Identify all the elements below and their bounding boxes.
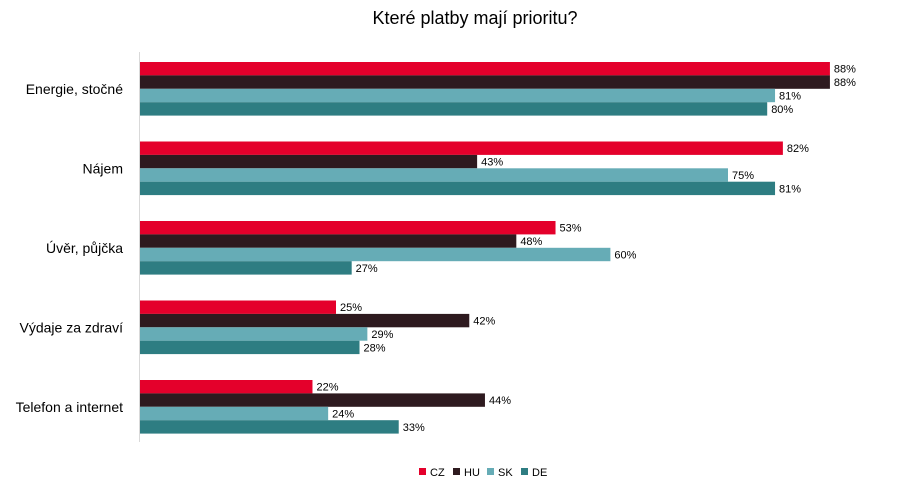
value-label-sk-najem: 75% (732, 170, 754, 182)
chart-title: Které platby mají prioritu? (372, 8, 577, 28)
value-label-hu-najem: 43% (481, 157, 503, 169)
value-label-sk-telefon-a-internet: 24% (332, 409, 354, 421)
bar-de-uver-pujcka (140, 261, 352, 275)
category-label-telefon-a-internet: Telefon a internet (16, 399, 124, 415)
legend-label-hu: HU (464, 467, 480, 479)
value-label-hu-telefon-a-internet: 44% (489, 395, 511, 407)
bar-hu-uver-pujcka (140, 234, 517, 248)
bars-group: 88%88%81%80%82%43%75%81%53%48%60%27%25%4… (140, 62, 856, 434)
bar-de-vydaje-za-zdravi (140, 340, 360, 355)
category-label-energie-stocne: Energie, stočné (26, 81, 123, 97)
legend-swatch-de (521, 468, 528, 475)
bar-sk-energie-stocne (140, 88, 776, 103)
bar-sk-najem (140, 168, 728, 182)
value-label-sk-energie-stocne: 81% (779, 91, 801, 103)
bar-hu-najem (140, 154, 478, 169)
bar-sk-vydaje-za-zdravi (140, 327, 368, 341)
bar-de-telefon-a-internet (140, 420, 399, 434)
value-label-de-energie-stocne: 80% (771, 104, 793, 116)
bar-de-najem (140, 181, 776, 196)
category-label-najem: Nájem (83, 160, 123, 176)
value-label-cz-vydaje-za-zdravi: 25% (340, 302, 362, 314)
category-label-vydaje-za-zdravi: Výdaje za zdraví (20, 319, 124, 335)
legend-label-sk: SK (498, 467, 513, 479)
bar-hu-energie-stocne (140, 75, 830, 89)
value-label-cz-najem: 82% (787, 143, 809, 155)
value-label-hu-energie-stocne: 88% (834, 77, 856, 89)
value-label-hu-uver-pujcka: 48% (520, 236, 542, 248)
bar-sk-uver-pujcka (140, 247, 611, 262)
bar-cz-uver-pujcka (140, 221, 556, 235)
value-label-cz-uver-pujcka: 53% (560, 223, 582, 235)
value-label-cz-telefon-a-internet: 22% (316, 382, 338, 394)
bar-hu-telefon-a-internet (140, 393, 485, 407)
bar-cz-najem (140, 141, 783, 155)
bar-cz-telefon-a-internet (140, 380, 313, 394)
legend-label-de: DE (532, 467, 547, 479)
legend-swatch-cz (419, 468, 426, 475)
bar-sk-telefon-a-internet (140, 406, 329, 421)
bar-cz-vydaje-za-zdravi (140, 300, 336, 314)
legend-swatch-hu (453, 468, 460, 475)
legend: CZ HU SK DE (419, 467, 547, 479)
legend-label-cz: CZ (430, 467, 445, 479)
value-label-de-najem: 81% (779, 183, 801, 195)
value-label-de-telefon-a-internet: 33% (403, 422, 425, 434)
legend-swatch-sk (487, 468, 494, 475)
category-label-uver-pujcka: Úvěr, půjčka (46, 240, 123, 256)
value-label-cz-energie-stocne: 88% (834, 64, 856, 76)
bar-cz-energie-stocne (140, 62, 830, 76)
bar-de-energie-stocne (140, 102, 768, 116)
value-label-de-uver-pujcka: 27% (356, 263, 378, 275)
value-label-hu-vydaje-za-zdravi: 42% (473, 316, 495, 328)
value-label-de-vydaje-za-zdravi: 28% (364, 342, 386, 354)
value-label-sk-vydaje-za-zdravi: 29% (371, 329, 393, 341)
value-label-sk-uver-pujcka: 60% (614, 250, 636, 262)
bar-hu-vydaje-za-zdravi (140, 313, 470, 328)
category-labels: Energie, stočné Nájem Úvěr, půjčka Výdaje z… (16, 81, 124, 415)
